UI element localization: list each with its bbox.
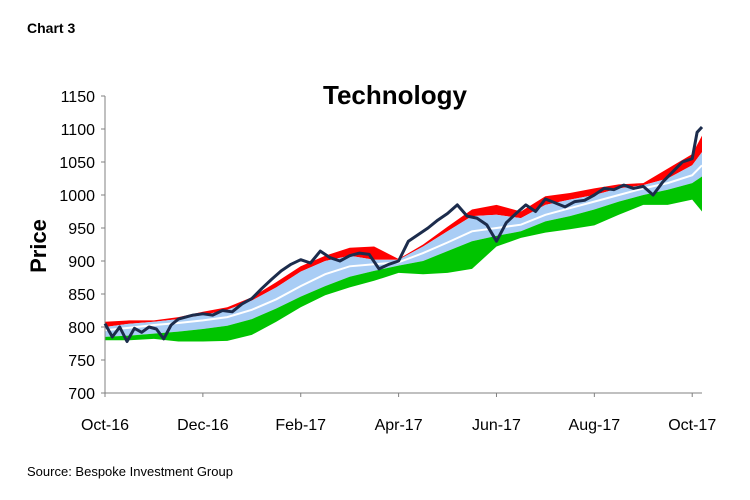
x-tick-label: Dec-16	[177, 417, 229, 434]
normal-range-band	[105, 152, 702, 337]
x-tick-label: Oct-16	[81, 417, 129, 434]
y-tick-label: 1150	[61, 89, 96, 106]
x-tick-label: Feb-17	[275, 417, 326, 434]
y-tick-label: 1050	[59, 155, 95, 172]
x-tick-label: Apr-17	[375, 417, 423, 434]
chart-number-label: Chart 3	[27, 20, 76, 36]
band-layer	[104, 135, 703, 342]
y-axis-label: Price	[26, 219, 51, 273]
line-layer	[103, 125, 704, 343]
source-note: Source: Bespoke Investment Group	[27, 464, 233, 479]
x-tick-label: Oct-17	[668, 417, 716, 434]
x-tick-label: Jun-17	[472, 417, 521, 434]
y-tick-label: 1100	[61, 122, 96, 139]
x-tick-label: Aug-17	[569, 417, 621, 434]
y-tick-label: 700	[68, 386, 95, 403]
y-tick-label: 850	[68, 287, 95, 304]
chart-title: Technology	[323, 80, 468, 110]
y-tick-label: 900	[68, 254, 95, 271]
axes-layer: 700 750 800 850 900 950 1000 1050 1100 1150 Oct-16…	[59, 89, 716, 434]
y-tick-label: 950	[68, 221, 95, 238]
moving-average-line	[104, 164, 703, 332]
y-tick-label: 800	[68, 320, 95, 337]
price-line	[103, 125, 704, 343]
upper-extreme-band	[105, 135, 702, 327]
y-tick-label: 1000	[59, 188, 95, 205]
y-tick-label: 750	[68, 353, 95, 370]
